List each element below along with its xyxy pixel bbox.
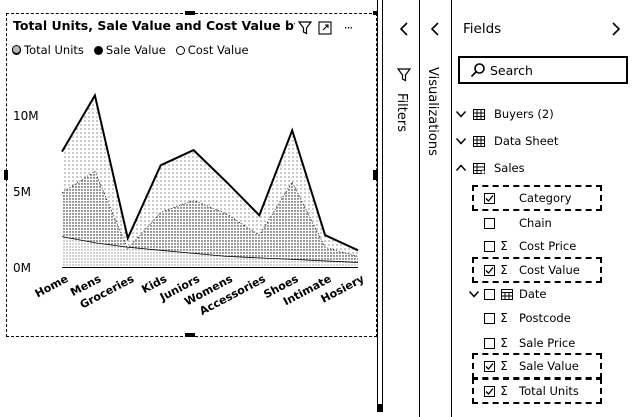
field-row-sale-value[interactable]: Σ Sale Value xyxy=(484,357,579,375)
sigma-icon: Σ xyxy=(500,239,508,253)
series-line-sale-value xyxy=(61,92,359,252)
checkbox-checked[interactable] xyxy=(484,264,495,276)
field-row-total-units[interactable]: Σ Total Units xyxy=(484,382,579,400)
table-name: Sales xyxy=(494,161,525,175)
table-row-data-sheet[interactable]: Data Sheet xyxy=(455,132,558,150)
field-row-sale-price[interactable]: Σ Sale Price xyxy=(484,334,575,352)
canvas-scrollbar-thumb[interactable] xyxy=(378,404,382,412)
field-name: Cost Price xyxy=(519,239,577,253)
y-tick-label: 5M xyxy=(13,185,31,199)
field-row-cost-value[interactable]: Σ Cost Value xyxy=(484,261,580,279)
legend-dot-solid-icon xyxy=(93,45,103,55)
table-name: Buyers (2) xyxy=(494,107,554,121)
field-row-cost-price[interactable]: Σ Cost Price xyxy=(484,237,576,255)
search-icon xyxy=(470,62,486,78)
checkbox-unchecked[interactable] xyxy=(484,217,495,229)
table-row-buyers[interactable]: Buyers (2) xyxy=(455,105,554,123)
table-checked-icon xyxy=(473,162,486,174)
legend-dot-dotted-icon xyxy=(11,45,21,55)
legend-label-cost-value: Cost Value xyxy=(187,43,249,57)
checkbox-unchecked[interactable] xyxy=(484,240,495,252)
date-hierarchy-icon xyxy=(501,288,513,300)
y-tick-label: 10M xyxy=(13,109,39,123)
field-name: Date xyxy=(519,287,547,301)
series-line-cost-value xyxy=(61,170,359,257)
table-row-sales[interactable]: Sales xyxy=(455,159,525,177)
filters-collapse-chevron-left-icon[interactable] xyxy=(397,20,411,38)
y-tick-label: 0M xyxy=(13,261,31,275)
visualizations-pane-label[interactable]: Visualizations xyxy=(425,67,440,156)
legend-label-sale-value: Sale Value xyxy=(105,43,166,57)
sigma-icon: Σ xyxy=(500,384,508,398)
sigma-icon: Σ xyxy=(500,263,508,277)
visualizations-collapse-chevron-left-icon[interactable] xyxy=(428,20,442,38)
table-name: Data Sheet xyxy=(494,134,559,148)
report-canvas: Total Units, Sale Value and Cost Value b… xyxy=(0,0,388,337)
fields-expand-chevron-right-icon[interactable] xyxy=(609,20,623,38)
chevron-up-icon[interactable] xyxy=(455,163,467,173)
checkbox-unchecked[interactable] xyxy=(484,337,495,349)
chart-title: Total Units, Sale Value and Cost Value b… xyxy=(13,18,295,33)
x-tick-label: Home xyxy=(33,272,71,300)
field-row-category[interactable]: Category xyxy=(484,189,572,207)
field-row-chain[interactable]: Chain xyxy=(484,214,552,232)
fields-pane-title: Fields xyxy=(463,21,502,37)
more-options-icon[interactable]: ··· xyxy=(343,21,353,35)
filters-pane-label[interactable]: Filters xyxy=(394,93,409,132)
resize-handle-top[interactable] xyxy=(185,11,195,15)
resize-handle-right[interactable] xyxy=(373,170,377,180)
field-name: Chain xyxy=(519,216,552,230)
checkbox-checked[interactable] xyxy=(484,385,495,397)
sigma-icon: Σ xyxy=(500,336,508,350)
field-name: Cost Value xyxy=(519,263,580,277)
fields-search-input[interactable] xyxy=(490,62,620,78)
field-name: Category xyxy=(519,191,572,205)
filters-pane: Filters xyxy=(388,0,420,417)
resize-handle-top-right[interactable] xyxy=(373,11,377,15)
visual-header-icons: ··· xyxy=(298,20,358,36)
filter-icon[interactable] xyxy=(298,21,312,35)
chevron-down-icon[interactable] xyxy=(468,289,480,299)
focus-mode-icon[interactable] xyxy=(318,21,332,35)
field-row-date[interactable]: Date xyxy=(468,285,547,303)
resize-handle-left[interactable] xyxy=(4,170,8,180)
filter-funnel-icon xyxy=(396,67,412,82)
table-icon xyxy=(473,108,485,120)
checkbox-unchecked[interactable] xyxy=(484,312,495,324)
series-line-total-units xyxy=(61,236,359,263)
pane-separator xyxy=(419,0,420,417)
field-name: Total Units xyxy=(519,384,579,398)
resize-handle-bottom[interactable] xyxy=(185,333,195,337)
field-name: Sale Value xyxy=(519,359,579,373)
legend-item-total-units[interactable]: Total Units xyxy=(11,43,84,57)
sigma-icon: Σ xyxy=(500,311,508,325)
highlight-cost-value xyxy=(472,257,602,283)
field-name: Sale Price xyxy=(519,336,576,350)
canvas-scrollbar[interactable] xyxy=(377,0,383,412)
table-icon xyxy=(473,135,485,147)
chevron-down-icon[interactable] xyxy=(455,136,467,146)
legend-item-cost-value[interactable]: Cost Value xyxy=(175,43,249,57)
checkbox-checked[interactable] xyxy=(484,360,495,372)
checkbox-unchecked[interactable] xyxy=(484,288,495,300)
fields-search-box[interactable] xyxy=(458,56,628,84)
chevron-down-icon[interactable] xyxy=(455,109,467,119)
legend-dot-hollow-icon xyxy=(175,45,185,55)
series-area-cost-value xyxy=(62,171,358,267)
highlight-total-units xyxy=(472,378,602,404)
field-name: Postcode xyxy=(519,311,571,325)
sigma-icon: Σ xyxy=(500,359,508,373)
chart-legend: Total Units Sale Value Cost Value xyxy=(11,43,249,57)
highlight-category xyxy=(472,185,602,211)
legend-label-total-units: Total Units xyxy=(24,43,84,57)
checkbox-checked[interactable] xyxy=(484,192,495,204)
legend-item-sale-value[interactable]: Sale Value xyxy=(93,43,166,57)
field-row-postcode[interactable]: Σ Postcode xyxy=(484,309,571,327)
pane-separator xyxy=(451,0,452,417)
